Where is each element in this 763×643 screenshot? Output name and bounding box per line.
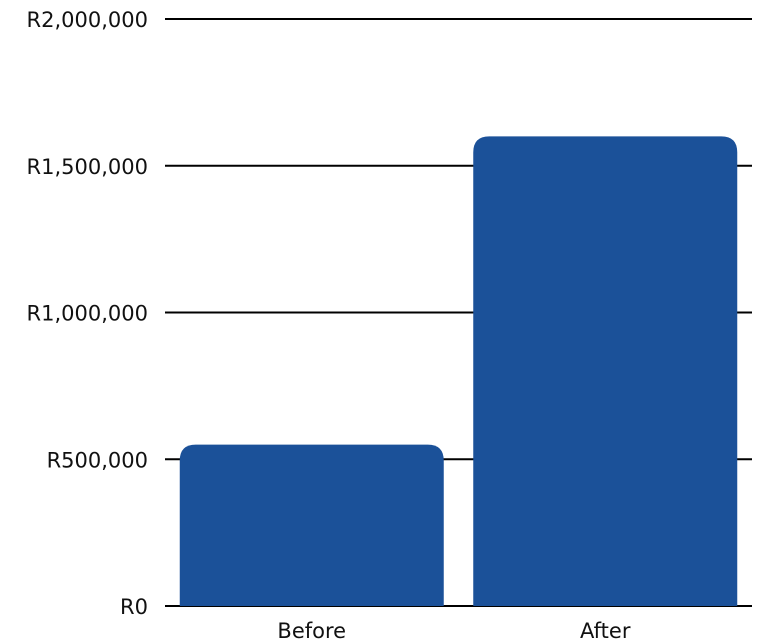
x-axis-category-labels: Before After: [277, 619, 630, 643]
x-category-label: Before: [277, 619, 346, 643]
y-axis-tick-labels: R0 R500,000 R1,000,000 R1,500,000 R2,000,000: [27, 8, 148, 619]
y-tick-label: R1,000,000: [27, 302, 148, 326]
bar-after: [473, 136, 738, 606]
y-tick-label: R0: [120, 595, 148, 619]
y-tick-label: R2,000,000: [27, 8, 148, 32]
bars: [179, 136, 738, 606]
y-tick-label: R1,500,000: [27, 155, 148, 179]
x-category-label: After: [580, 619, 631, 643]
bar-before: [179, 444, 444, 606]
y-tick-label: R500,000: [47, 448, 148, 472]
